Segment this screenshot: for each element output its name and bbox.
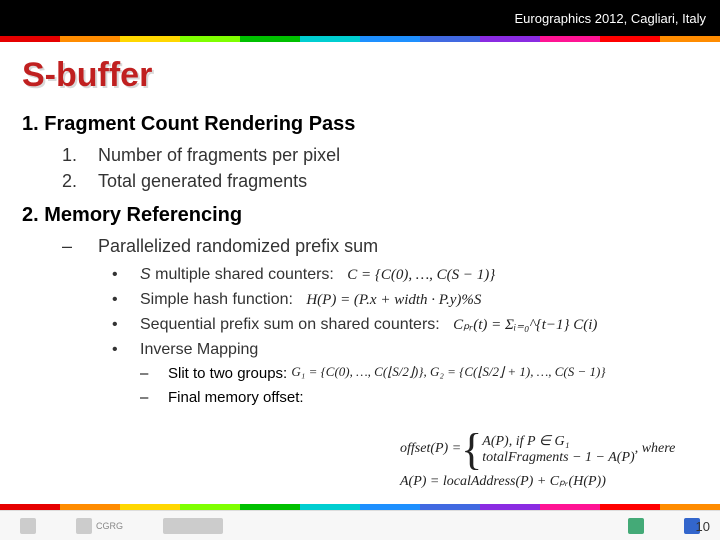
math-offset-block: offset(P) = { A(P), if P ∈ G₁ totalFragm… xyxy=(400,432,700,490)
inner-item: – Slit to two groups: G₁ = {C(0), …, C(⌊… xyxy=(140,362,698,385)
page-number: 10 xyxy=(696,519,710,534)
footer-logos: CGRG xyxy=(0,510,720,540)
inner-item: – Final memory offset: xyxy=(140,386,698,409)
footer: CGRG 10 xyxy=(0,504,720,540)
bullet-list: • S multiple shared counters: C = {C(0),… xyxy=(112,263,698,409)
list-item: • Sequential prefix sum on shared counte… xyxy=(112,313,698,338)
math-hash: H(P) = (P.x + width · P.y)%S xyxy=(306,289,481,312)
list-item: 2. Total generated fragments xyxy=(62,168,698,194)
math-groups: G₁ = {C(0), …, C(⌊S/2⌋)}, G₂ = {C(⌊S/2⌋ … xyxy=(291,362,605,385)
list-item: • Inverse Mapping xyxy=(112,338,698,363)
slide-body: S-buffer 1. Fragment Count Rendering Pas… xyxy=(0,42,720,409)
list-item: 1. Number of fragments per pixel xyxy=(62,142,698,168)
math-ap: A(P) = localAddress(P) + Cₚᵣ(H(P)) xyxy=(400,473,700,490)
venue-text: Eurographics 2012, Cagliari, Italy xyxy=(515,11,707,26)
logo-placeholder xyxy=(20,518,36,534)
list-item: • Simple hash function: H(P) = (P.x + wi… xyxy=(112,288,698,313)
logo-placeholder xyxy=(163,518,223,534)
math-c-set: C = {C(0), …, C(S − 1)} xyxy=(347,267,495,283)
slide-title: S-buffer xyxy=(22,56,698,95)
math-prefix: Cₚᵣ(t) = Σᵢ₌₀^{t−1} C(i) xyxy=(453,314,597,337)
header-bar: Eurographics 2012, Cagliari, Italy xyxy=(0,0,720,36)
list-item: • S multiple shared counters: C = {C(0),… xyxy=(112,263,698,288)
section2-subtitle: – Parallelized randomized prefix sum xyxy=(62,233,698,259)
rainbow-divider-bottom xyxy=(0,504,720,510)
rainbow-divider-top xyxy=(0,36,720,42)
section2-heading: 2. Memory Referencing xyxy=(22,204,698,227)
brace-icon: { xyxy=(461,432,482,467)
logo-placeholder xyxy=(628,518,644,534)
logo-placeholder: CGRG xyxy=(76,518,123,534)
section1-heading: 1. Fragment Count Rendering Pass xyxy=(22,113,698,136)
section1-list: 1. Number of fragments per pixel 2. Tota… xyxy=(62,142,698,194)
